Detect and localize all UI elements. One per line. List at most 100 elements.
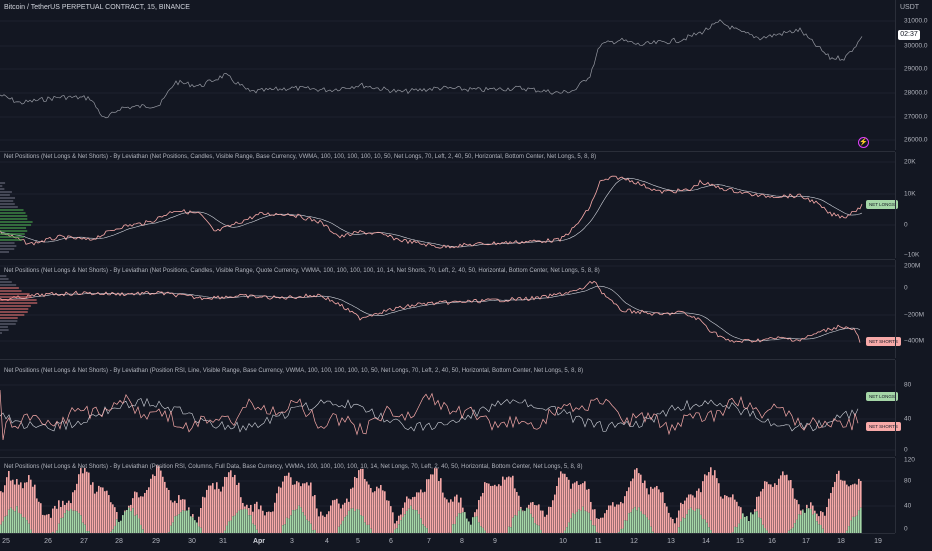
rsi-column [700,492,702,515]
rsi-column [480,496,482,526]
rsi-column [4,517,6,533]
rsi-column [452,524,454,533]
time-label: 8 [460,538,464,545]
rsi-column [850,485,852,520]
rsi-column [576,512,578,533]
rsi-column [52,509,54,533]
time-label: 19 [874,538,882,545]
price-tick: 31000.0 [904,18,928,25]
time-label: 26 [44,538,52,545]
rsi-column [360,469,362,515]
rsi-column [390,506,392,533]
rsi-column [772,487,774,533]
rsi-column [226,525,228,533]
rsi-column [394,523,396,529]
rsi-column [406,511,408,533]
chart-symbol-title[interactable]: Bitcoin / TetherUS PERPETUAL CONTRACT, 1… [4,4,190,11]
rsi-column [292,510,294,533]
rsi-column [308,521,310,533]
rsi-column [340,508,342,524]
rsi-column [694,497,696,511]
rsi-column [72,492,74,511]
rsi-column [582,483,584,507]
price-scale[interactable]: 31000.0 30000.0 29000.0 28000.0 27000.0 … [895,0,932,150]
rsi-column [568,522,570,533]
indicator-pane-4[interactable]: Net Positions (Net Longs & Net Shorts) -… [0,458,932,533]
rsi-column [698,509,700,533]
rsi-column [308,485,310,521]
rsi-column [590,502,592,520]
rsi-column [584,481,586,510]
rsi-column [764,481,766,528]
time-label: 30 [188,538,196,545]
indicator-pane-2[interactable]: Net Positions (Net Longs & Net Shorts) -… [0,260,932,358]
rsi-column [560,471,562,533]
rsi-column [632,479,634,509]
volume-profile-bar [0,314,24,316]
rsi-column [138,519,140,533]
indicator-scale-4[interactable]: 120 80 40 0 [895,458,932,533]
indicator-pane-3[interactable]: Net Positions (Net Longs & Net Shorts) -… [0,360,932,456]
rsi-column [290,477,292,515]
rsi-column [128,506,130,508]
rsi-column [242,510,244,533]
rsi-column [280,488,282,533]
indicator-plot-4[interactable]: Net Positions (Net Longs & Net Shorts) -… [0,458,895,533]
price-tick: 27000.0 [904,114,928,121]
rsi-column [482,493,484,528]
rsi-column [646,488,648,517]
rsi-column [304,483,306,515]
rsi-column [4,485,6,516]
rsi-column [618,505,620,533]
volume-profile-bar [0,320,17,322]
rsi-column [358,470,360,509]
price-tick: 30000.0 [904,43,928,50]
indicator-title-2[interactable]: Net Positions (Net Longs & Net Shorts) -… [4,268,600,274]
rsi-column [408,509,410,533]
indicator-plot-3[interactable]: Net Positions (Net Longs & Net Shorts) -… [0,360,895,456]
rsi-column [784,475,786,533]
rsi-column [518,511,520,533]
rsi-column [722,499,724,533]
rsi-column [770,484,772,533]
rsi-column [676,518,678,533]
time-label: 5 [356,538,360,545]
rsi-column [142,497,144,530]
price-pane[interactable]: Bitcoin / TetherUS PERPETUAL CONTRACT, 1… [0,0,932,150]
indicator-title-4[interactable]: Net Positions (Net Longs & Net Shorts) -… [4,464,583,470]
indicator-scale-3[interactable]: 80 40 0 [895,360,932,456]
countdown-price-tag: 02:37 [898,30,920,40]
rsi-column [98,486,100,533]
indicator-scale-2[interactable]: 200M 0 −200M −400M [895,260,932,358]
rsi-column [696,491,698,509]
rsi-column [410,506,412,533]
indicator-title-3[interactable]: Net Positions (Net Longs & Net Shorts) -… [4,368,583,374]
volume-profile-bar [0,287,19,289]
rsi-column [24,483,26,518]
rsi-column [184,499,186,510]
rsi-column [682,504,684,518]
time-label: 31 [219,538,227,545]
time-label: 3 [290,538,294,545]
price-plot[interactable]: Bitcoin / TetherUS PERPETUAL CONTRACT, 1… [0,0,895,150]
indicator-plot-2[interactable]: Net Positions (Net Longs & Net Shorts) -… [0,260,895,358]
indicator-title-1[interactable]: Net Positions (Net Longs & Net Shorts) -… [4,154,596,160]
rsi-column [18,485,20,513]
currency-label[interactable]: USDT [900,4,919,11]
indicator-scale-1[interactable]: 20K 10K 0 −10K [895,152,932,258]
indicator-plot-1[interactable]: Net Positions (Net Longs & Net Shorts) -… [0,152,895,258]
rsi-column [614,507,616,533]
flash-icon[interactable]: ⚡ [858,137,869,148]
rsi-column [386,500,388,533]
indicator-pane-1[interactable]: Net Positions (Net Longs & Net Shorts) -… [0,152,932,258]
volume-profile-bar [0,206,18,208]
rsi-column [536,505,538,524]
rsi-column [636,510,638,533]
rsi-column [404,502,406,514]
rsi-column [762,489,764,525]
time-axis[interactable]: 25 26 27 28 29 30 31 Apr 3 4 5 6 7 8 9 1… [0,533,895,551]
rsi-column [334,500,336,533]
rsi-column [176,516,178,533]
rsi-column [522,511,524,533]
rsi-column [82,473,84,522]
